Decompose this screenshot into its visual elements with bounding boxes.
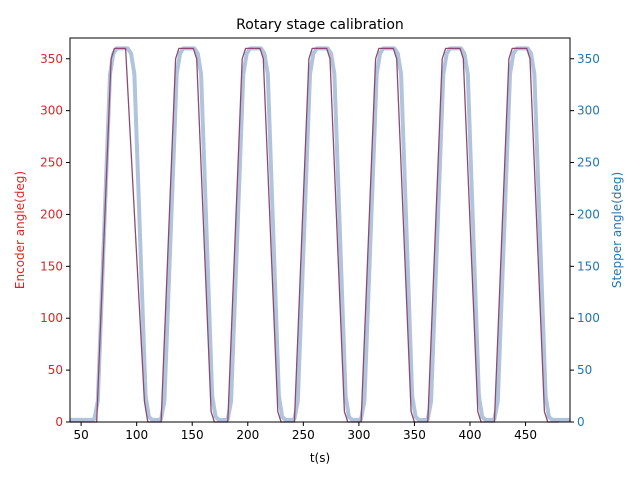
right-y-axis-label: Stepper angle(deg) — [610, 172, 624, 288]
x-axis-label: t(s) — [310, 451, 330, 465]
left-y-tick-label: 200 — [40, 207, 63, 221]
right-axis-ticks: 0 50 100 150 200 250 300 350 — [570, 52, 600, 429]
left-y-tick-label: 0 — [55, 415, 63, 429]
right-y-tick-label: 200 — [577, 207, 600, 221]
right-y-tick-label: 250 — [577, 156, 600, 170]
chart-title: Rotary stage calibration — [236, 17, 404, 33]
x-tick-label: 150 — [181, 428, 204, 442]
right-y-tick-label: 150 — [577, 259, 600, 273]
right-y-tick-label: 350 — [577, 52, 600, 66]
x-tick-label: 350 — [403, 428, 426, 442]
x-tick-label: 250 — [292, 428, 315, 442]
x-tick-label: 100 — [125, 428, 148, 442]
right-y-tick-label: 50 — [577, 363, 592, 377]
right-y-tick-label: 300 — [577, 104, 600, 118]
left-y-tick-label: 150 — [40, 259, 63, 273]
plot-frame — [69, 37, 571, 423]
x-tick-label: 50 — [73, 428, 88, 442]
right-y-tick-label: 0 — [577, 415, 585, 429]
left-y-tick-label: 50 — [48, 363, 63, 377]
series-layer — [70, 46, 570, 423]
left-y-axis-label: Encoder angle(deg) — [13, 171, 27, 289]
left-y-tick-label: 350 — [40, 52, 63, 66]
x-tick-label: 400 — [459, 428, 482, 442]
x-tick-label: 450 — [514, 428, 537, 442]
x-tick-label: 200 — [236, 428, 259, 442]
left-y-tick-label: 300 — [40, 104, 63, 118]
left-axis-ticks: 0 50 100 150 200 250 300 350 — [40, 52, 70, 429]
left-y-tick-label: 250 — [40, 156, 63, 170]
x-tick-label: 300 — [347, 428, 370, 442]
left-y-tick-label: 100 — [40, 311, 63, 325]
stepper-angle-line — [70, 46, 570, 422]
right-y-tick-label: 100 — [577, 311, 600, 325]
x-axis-ticks: 50 100 150 200 250 300 350 400 450 — [73, 422, 537, 442]
